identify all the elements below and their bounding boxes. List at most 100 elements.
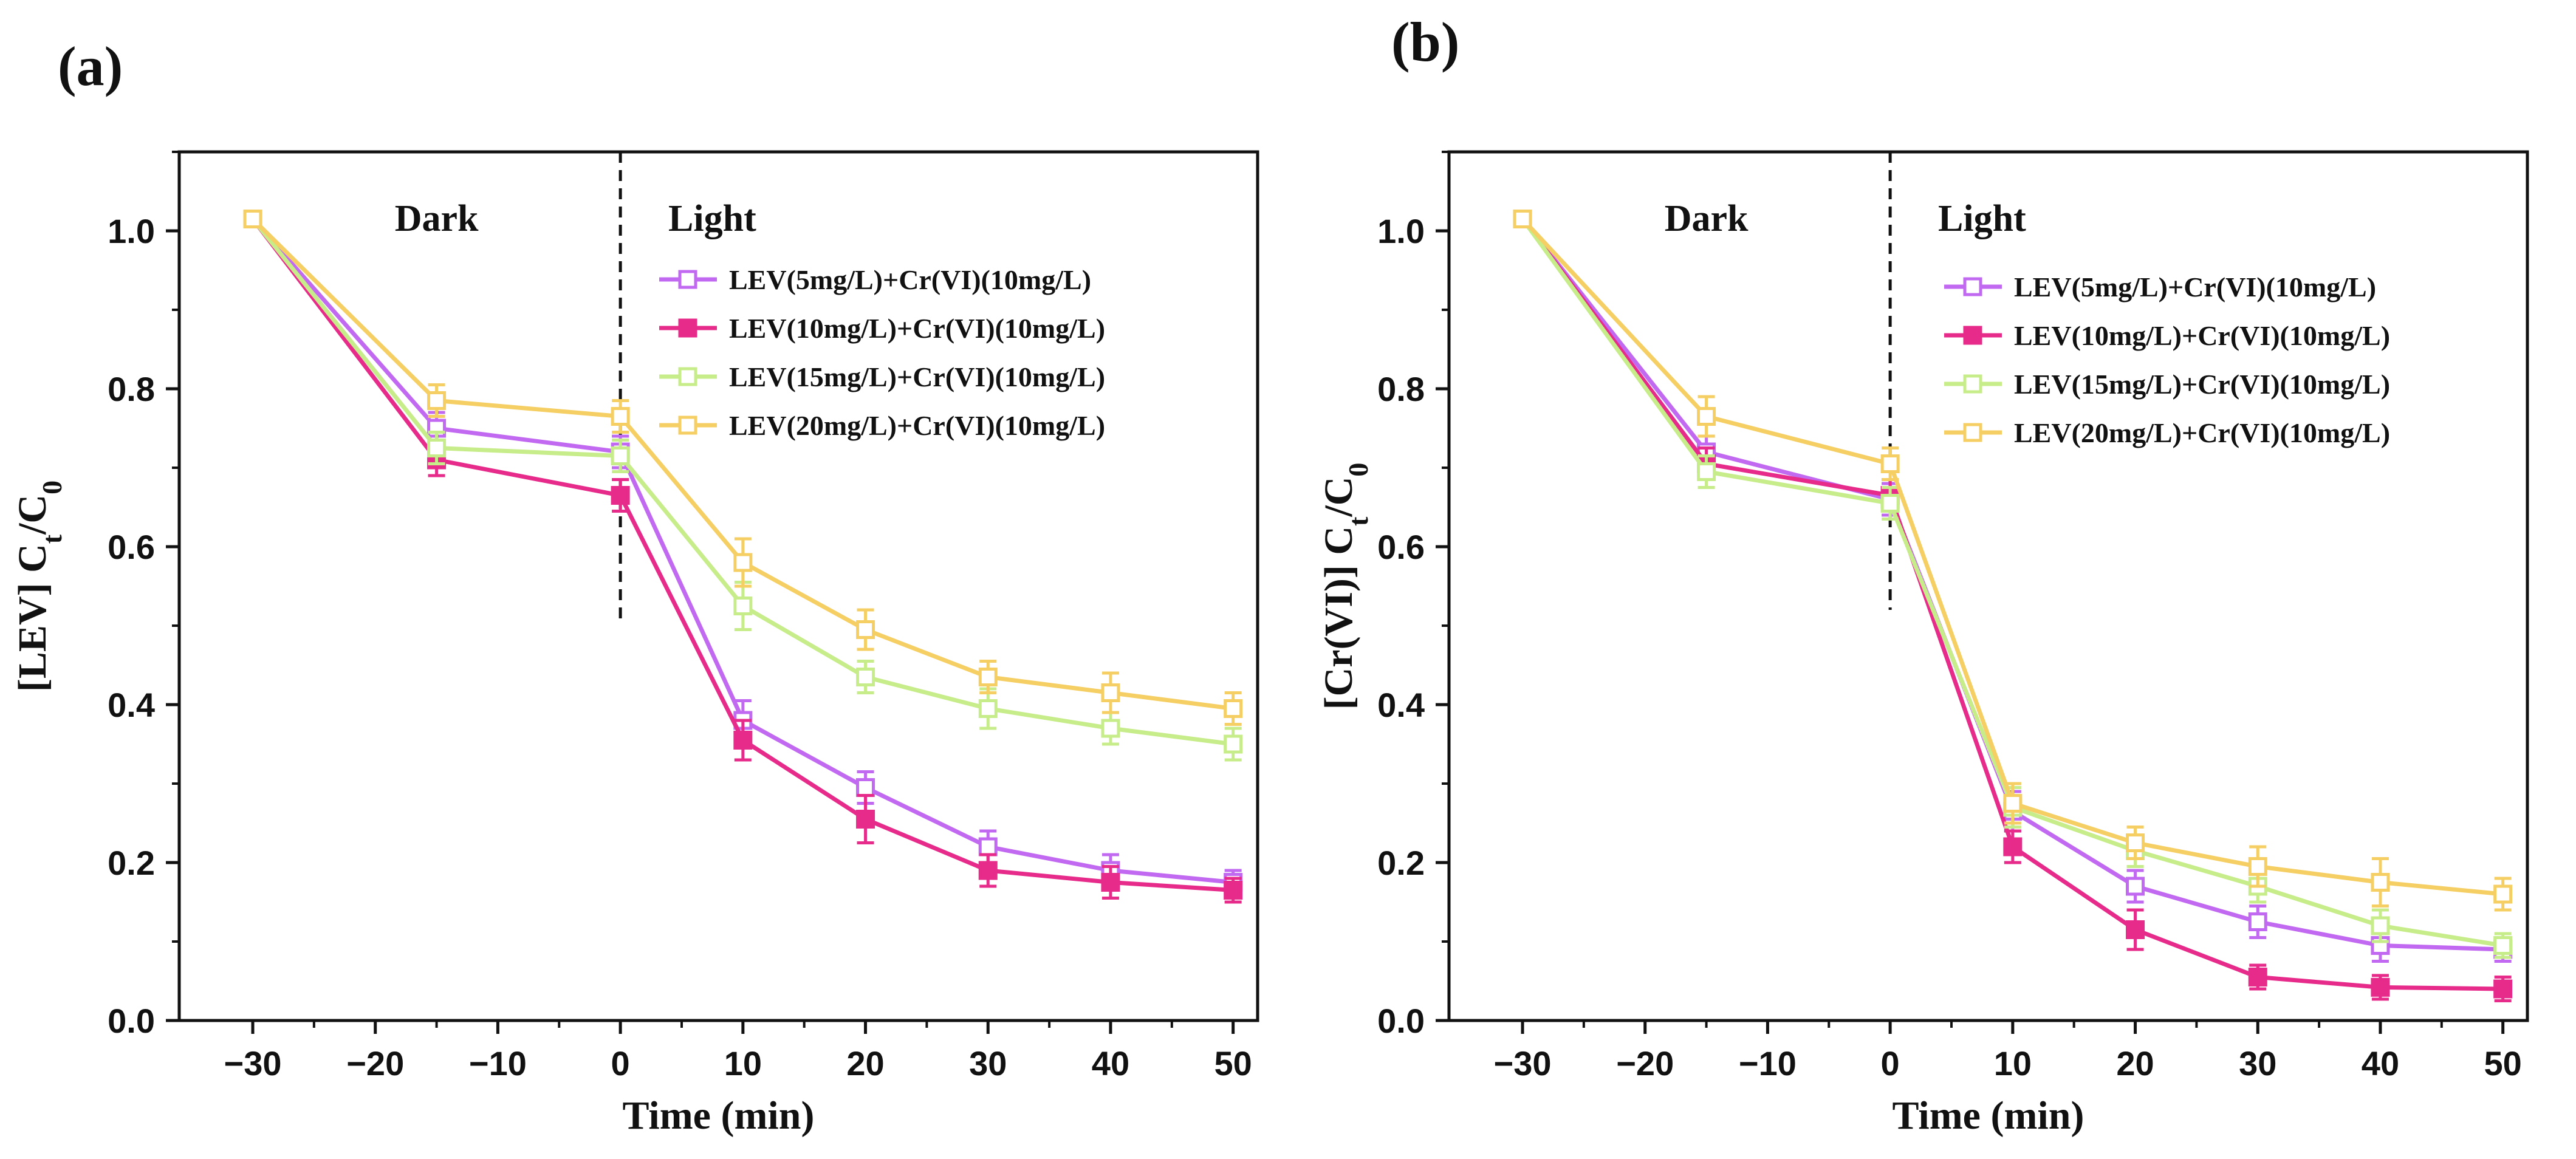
series-line — [251, 217, 1234, 747]
data-point — [2371, 916, 2390, 935]
data-point — [427, 439, 447, 457]
x-tick-label: −20 — [1616, 1044, 1674, 1082]
x-tick-label: 50 — [1214, 1044, 1252, 1082]
data-point — [1880, 494, 1900, 513]
legend-label: LEV(10mg/L)+Cr(VI)(10mg/L) — [729, 313, 1105, 344]
legend-marker — [1963, 326, 1982, 345]
data-point — [1224, 699, 1243, 718]
x-tick-label: 40 — [2362, 1044, 2399, 1082]
y-axis-title-main: [LEV] C — [10, 544, 55, 692]
legend-marker — [678, 415, 697, 435]
series-line — [1521, 217, 2503, 952]
y-tick-label: 0.0 — [1377, 1002, 1425, 1040]
data-point — [2126, 833, 2145, 852]
series-line — [1521, 217, 2503, 897]
y-tick-label: 0.2 — [1377, 844, 1425, 882]
dark-region-label: Dark — [395, 198, 479, 239]
legend-label: LEV(20mg/L)+Cr(VI)(10mg/L) — [729, 410, 1105, 441]
series-line — [251, 217, 1233, 892]
data-point — [243, 210, 262, 228]
chart-panel-b: (b) −30 −20 −10 0 10 20 30 40 50 0.0 0.2 0.4 0.6 0.8 1.… — [1317, 11, 2529, 1138]
y-tick-label: 0.0 — [108, 1002, 155, 1040]
data-point — [2126, 877, 2145, 896]
data-point — [611, 446, 630, 465]
legend-marker — [678, 367, 697, 386]
data-point — [2003, 837, 2023, 856]
legend: LEV(5mg/L)+Cr(VI)(10mg/L) LEV(10mg/L)+Cr(… — [659, 264, 1105, 441]
x-tick-label: −10 — [469, 1044, 527, 1082]
y-tick-label: 0.8 — [1377, 370, 1425, 408]
legend: LEV(5mg/L)+Cr(VI)(10mg/L) LEV(10mg/L)+Cr(… — [1944, 272, 2390, 448]
data-point — [427, 391, 447, 410]
panel-label: (a) — [58, 35, 123, 97]
legend-marker — [678, 270, 697, 289]
data-point — [733, 597, 753, 615]
series-line — [251, 217, 1234, 711]
legend-label: LEV(15mg/L)+Cr(VI)(10mg/L) — [729, 361, 1105, 392]
x-tick-label: 20 — [846, 1044, 884, 1082]
data-point — [978, 699, 998, 718]
y-tick-label: 0.6 — [108, 528, 155, 566]
data-point — [856, 620, 875, 639]
series-line — [1521, 217, 2504, 948]
data-point — [2493, 884, 2513, 904]
data-point — [856, 810, 875, 829]
y-axis-title: [Cr(VI)] Ct/C0 — [1317, 463, 1374, 710]
x-axis-title: Time (min) — [1893, 1093, 2084, 1138]
data-point — [2371, 873, 2390, 892]
y-axis-title-sub-0: 0 — [1343, 463, 1374, 477]
legend-label: LEV(5mg/L)+Cr(VI)(10mg/L) — [2014, 272, 2376, 303]
legend-label: LEV(20mg/L)+Cr(VI)(10mg/L) — [2014, 417, 2390, 448]
data-point — [2248, 968, 2267, 986]
plot-frame — [1447, 150, 2529, 1022]
y-axis-title: [LEV] Ct/C0 — [10, 480, 67, 692]
y-axis-title-sub-t: t — [1343, 516, 1374, 526]
y-tick-label: 0.8 — [108, 370, 155, 408]
y-tick-label: 1.0 — [108, 212, 155, 250]
dark-region-label: Dark — [1665, 198, 1749, 239]
data-point — [2126, 920, 2145, 939]
x-tick-label: 0 — [611, 1044, 630, 1082]
data-point — [978, 837, 998, 856]
data-point — [1224, 881, 1243, 900]
x-tick-label: 50 — [2484, 1044, 2522, 1082]
y-tick-label: 1.0 — [1377, 212, 1425, 250]
y-tick-label: 0.6 — [1377, 528, 1425, 566]
x-tick-label: 0 — [1881, 1044, 1900, 1082]
x-tick-label: −30 — [1494, 1044, 1552, 1082]
series-line — [1521, 217, 2503, 991]
series-4 — [243, 210, 1243, 726]
series-2 — [243, 210, 1243, 904]
data-point — [856, 778, 875, 797]
data-point — [611, 407, 630, 426]
y-axis-title-main: [Cr(VI)] C — [1317, 526, 1361, 709]
panel-label: (b) — [1391, 11, 1459, 73]
legend-marker — [1963, 423, 1982, 442]
legend-marker — [1963, 374, 1982, 394]
x-axis-title: Time (min) — [623, 1093, 815, 1138]
data-point — [2493, 979, 2513, 999]
data-point — [1697, 462, 1716, 481]
y-tick-label: 0.2 — [108, 844, 155, 882]
y-axis-title-sub-0: 0 — [36, 480, 67, 494]
y-axis-title-sub-t: t — [36, 534, 67, 544]
series-3 — [243, 210, 1243, 762]
data-point — [2248, 912, 2267, 931]
data-point — [856, 668, 875, 686]
y-tick-label: 0.4 — [1377, 686, 1425, 724]
legend-marker — [678, 318, 697, 338]
light-region-label: Light — [668, 198, 756, 239]
x-tick-label: 40 — [1092, 1044, 1129, 1082]
legend-label: LEV(15mg/L)+Cr(VI)(10mg/L) — [2014, 369, 2390, 400]
data-point — [2003, 794, 2023, 813]
y-axis-title-mid: /C — [10, 494, 55, 535]
data-point — [1880, 454, 1900, 473]
x-tick-label: 10 — [724, 1044, 762, 1082]
chart-panel-a: (a) −30 −20 −10 0 10 20 30 40 50 0.0 0.2 0.4 0.6 0.8 1.… — [10, 35, 1259, 1138]
data-point — [978, 861, 998, 880]
x-tick-label: 10 — [1994, 1044, 2032, 1082]
data-point — [611, 486, 630, 505]
data-point — [1224, 734, 1243, 754]
data-point — [1101, 683, 1120, 702]
series-line — [251, 217, 1233, 884]
